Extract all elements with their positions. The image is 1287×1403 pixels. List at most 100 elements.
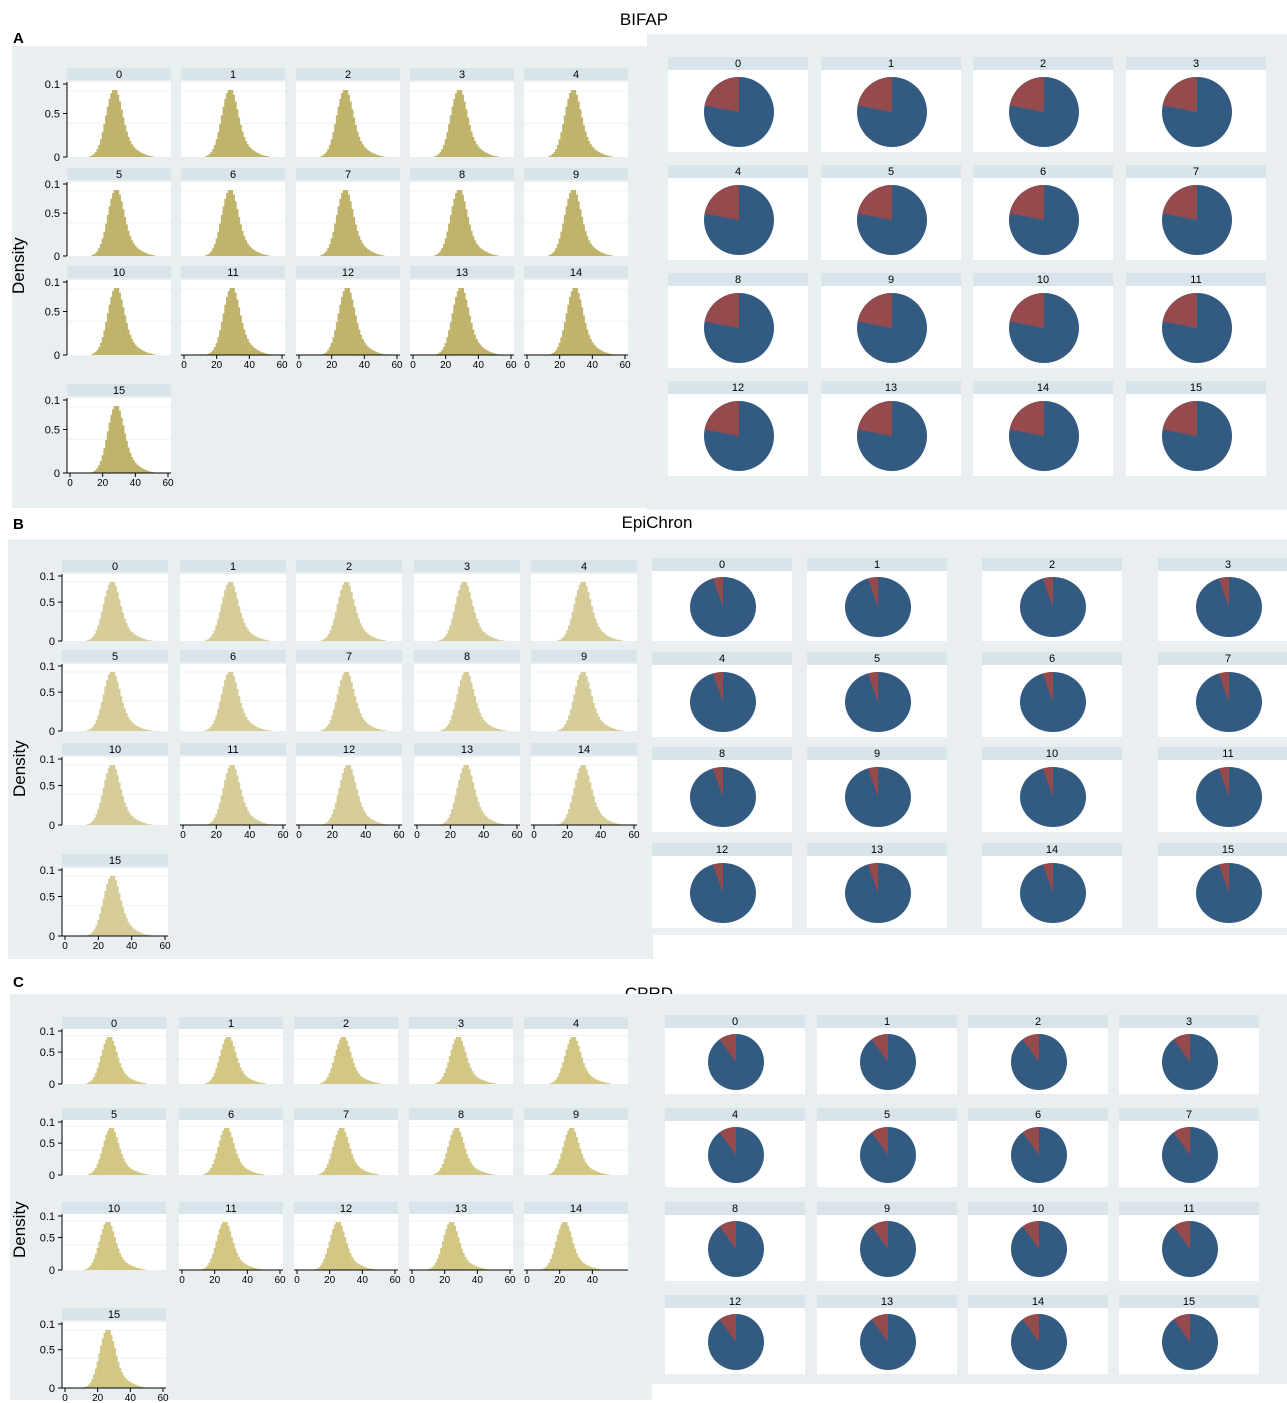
histogram-bar [138, 1386, 141, 1388]
histogram-bar [602, 351, 604, 355]
histogram-bar [445, 820, 448, 825]
histogram-bar [210, 636, 212, 641]
histogram-bar [444, 728, 446, 731]
histogram-bar [488, 351, 490, 355]
histogram-bar [340, 1128, 343, 1175]
histogram-bar [442, 347, 445, 355]
histogram-bar [245, 626, 248, 641]
histogram-bar [555, 149, 558, 157]
histogram-bar [97, 715, 100, 731]
histogram-bar [100, 1345, 103, 1388]
facet-label: 0 [112, 561, 118, 573]
facet-label: 3 [458, 1018, 464, 1030]
histogram-bar [122, 1071, 125, 1084]
histogram-bar [605, 724, 608, 731]
histogram-bar [349, 676, 351, 731]
histogram-bar [96, 1068, 99, 1084]
facet-strip [67, 168, 171, 180]
histogram-bar [363, 1170, 366, 1175]
facet-label: 14 [570, 267, 582, 279]
histogram-bar [439, 251, 442, 256]
histogram-bar [346, 1040, 348, 1084]
histogram-bar [474, 1075, 477, 1084]
histogram-bar [250, 247, 253, 256]
y-tick-label: 0.5 [40, 781, 55, 793]
histogram-bar [589, 1075, 592, 1084]
histogram-bar [357, 796, 360, 825]
histogram-bar [103, 448, 106, 473]
pie-slice-minor [1009, 293, 1044, 328]
histogram-bar [563, 115, 566, 157]
histogram-bar [466, 1154, 469, 1175]
facet-strip [1126, 381, 1266, 394]
facet-label: 9 [573, 169, 579, 181]
histogram-bar [91, 1379, 94, 1388]
histogram-bar [125, 713, 128, 731]
histogram-bar [582, 1063, 585, 1084]
histogram-bar [99, 460, 102, 473]
histogram-bar [127, 1166, 130, 1175]
histogram-bar [246, 339, 249, 355]
facet-strip [62, 743, 168, 755]
facet-label: 6 [228, 1109, 234, 1121]
histogram-bar [248, 1266, 251, 1270]
histogram-bar [243, 1263, 246, 1270]
histogram-bar [240, 789, 243, 825]
facet-label: 4 [573, 1018, 579, 1030]
histogram-bar [454, 1225, 456, 1270]
histogram-bar [122, 907, 125, 936]
histogram-bar [104, 890, 107, 936]
histogram-bar [323, 253, 326, 256]
histogram-bar [368, 817, 371, 825]
histogram-bar [334, 330, 337, 355]
histogram-bar [97, 625, 100, 641]
x-tick-label: 60 [511, 830, 523, 841]
facet-label: 12 [343, 744, 355, 756]
histogram-bar [474, 141, 477, 157]
histogram-bar [575, 686, 578, 731]
facet-strip [968, 1015, 1108, 1028]
histogram-bar [136, 930, 139, 936]
histogram-bar [125, 917, 128, 936]
histogram-bar [99, 244, 102, 256]
histogram-bar [224, 198, 227, 256]
histogram-bar [436, 1082, 439, 1084]
facet-label: 7 [346, 651, 352, 663]
histogram-bar [224, 679, 227, 731]
facet-strip [665, 1108, 805, 1121]
histogram-bar [108, 1330, 111, 1388]
histogram-bar [576, 1137, 578, 1175]
histogram-bar [123, 708, 126, 731]
histogram-bar [455, 1231, 458, 1270]
histogram-bar [117, 288, 120, 355]
histogram-bar [603, 723, 606, 731]
histogram-bar [215, 238, 218, 256]
histogram-bar [231, 1040, 233, 1084]
histogram-bar [488, 818, 491, 825]
histogram-bar [137, 726, 140, 731]
histogram-bar [110, 93, 113, 157]
histogram-bar [215, 342, 218, 355]
histogram-bar [487, 1173, 489, 1175]
histogram-bar [352, 689, 355, 731]
histogram-bar [458, 589, 461, 641]
histogram-bar [84, 1269, 87, 1270]
histogram-bar [551, 253, 554, 256]
histogram-bar [586, 1265, 589, 1270]
histogram-bar [153, 354, 156, 355]
histogram-bar [263, 639, 265, 641]
histogram-bar [464, 1148, 467, 1175]
histogram-bar [577, 1256, 580, 1270]
histogram-bar [452, 709, 455, 731]
y-tick-label: 0.1 [40, 1319, 55, 1331]
pie-slice-minor [1009, 401, 1044, 436]
histogram-bar [107, 1130, 109, 1175]
histogram-bar [370, 1081, 373, 1084]
histogram-bar [86, 1268, 89, 1270]
histogram-bar [486, 634, 489, 641]
y-tick-label: 0.5 [40, 892, 55, 904]
histogram-bar [584, 1067, 587, 1084]
histogram-bar [343, 672, 346, 731]
histogram-bar [496, 255, 499, 256]
histogram-bar [342, 1231, 345, 1270]
